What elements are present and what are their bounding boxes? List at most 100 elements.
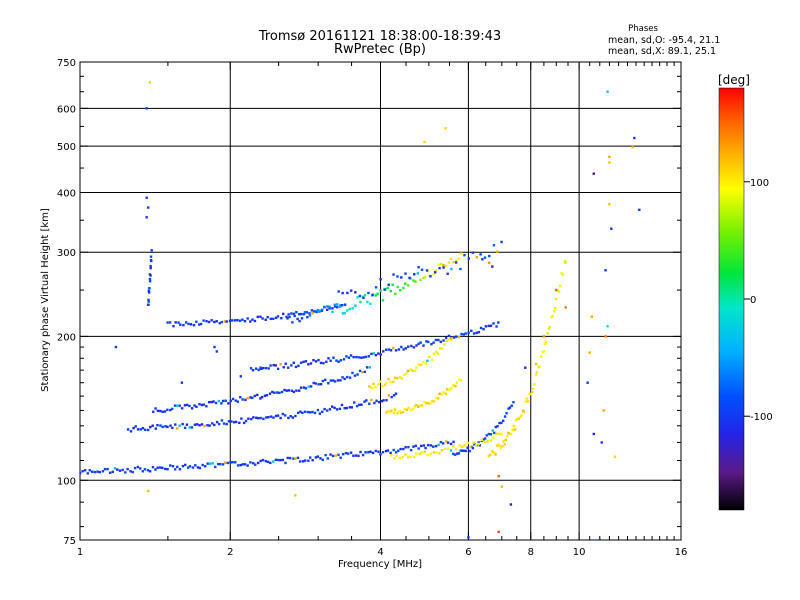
echo-point xyxy=(294,414,297,418)
echo-point xyxy=(491,429,494,432)
echo-point xyxy=(256,393,259,397)
echo-point xyxy=(460,332,463,336)
echo-point xyxy=(404,272,407,275)
echo-point xyxy=(233,319,237,322)
echo-point xyxy=(219,462,222,466)
echo-point xyxy=(339,456,342,459)
echo-point xyxy=(276,414,280,417)
echo-point xyxy=(387,283,390,286)
echo-point xyxy=(166,321,169,324)
echo-point xyxy=(548,325,551,329)
echo-point xyxy=(489,324,493,327)
echo-point xyxy=(145,196,148,199)
echo-point xyxy=(149,259,153,262)
echo-point xyxy=(298,319,301,323)
echo-point xyxy=(174,468,177,471)
echo-point xyxy=(285,315,288,319)
echo-point xyxy=(266,315,269,319)
echo-point xyxy=(223,320,226,323)
echo-point xyxy=(604,335,607,338)
echo-point xyxy=(394,392,398,395)
echo-point xyxy=(602,409,605,412)
echo-point xyxy=(264,459,268,463)
echo-point xyxy=(288,315,291,319)
echo-point xyxy=(531,391,534,394)
echo-point xyxy=(404,347,407,350)
echo-point xyxy=(332,356,335,359)
echo-point xyxy=(496,250,499,253)
echo-point xyxy=(535,371,538,374)
echo-point xyxy=(124,471,127,474)
echo-point xyxy=(502,419,505,422)
echo-point xyxy=(360,403,363,406)
echo-point xyxy=(466,446,469,449)
echo-point xyxy=(230,420,233,423)
echo-point xyxy=(407,445,410,449)
echo-point xyxy=(461,449,464,452)
echo-point xyxy=(292,312,296,316)
echo-point xyxy=(474,444,478,447)
phases-mean-x: mean, sd,X: 89.1, 25.1 xyxy=(608,46,716,57)
echo-point xyxy=(346,375,349,379)
echo-point xyxy=(343,406,346,410)
echo-point xyxy=(296,411,300,415)
echo-point xyxy=(444,392,448,396)
echo-point xyxy=(469,445,472,448)
echo-point xyxy=(328,307,331,310)
echo-point xyxy=(403,408,406,411)
echo-point xyxy=(302,312,306,316)
echo-point xyxy=(441,347,444,350)
echo-point xyxy=(198,424,201,427)
echo-point xyxy=(319,382,323,386)
echo-point xyxy=(389,289,393,293)
echo-point xyxy=(445,339,449,342)
echo-point xyxy=(556,289,559,292)
echo-point xyxy=(399,289,402,292)
echo-point xyxy=(215,350,219,353)
echo-point xyxy=(487,324,490,328)
echo-point xyxy=(590,315,593,318)
echo-point xyxy=(134,425,137,428)
echo-point xyxy=(187,322,190,326)
echo-point xyxy=(324,453,327,457)
echo-point xyxy=(188,404,191,408)
echo-point xyxy=(287,416,290,420)
colorbar-tick-label: 0 xyxy=(750,295,756,306)
echo-point xyxy=(256,416,260,420)
echo-point xyxy=(227,402,230,405)
echo-point xyxy=(526,400,530,403)
echo-point xyxy=(221,463,225,466)
echo-point xyxy=(291,416,294,419)
echo-point xyxy=(321,379,325,383)
echo-point xyxy=(301,460,305,463)
echo-point xyxy=(449,257,453,261)
echo-point xyxy=(156,409,160,413)
echo-point xyxy=(500,485,504,488)
echo-point xyxy=(202,319,205,322)
echo-point xyxy=(178,404,181,407)
echo-point xyxy=(341,312,345,315)
echo-point xyxy=(427,443,430,447)
echo-point xyxy=(311,458,314,462)
echo-point xyxy=(206,424,209,427)
echo-point xyxy=(148,280,152,283)
echo-point xyxy=(217,422,221,426)
y-tick-label: 200 xyxy=(57,332,76,343)
echo-point xyxy=(365,366,369,369)
echo-point xyxy=(481,258,484,261)
echo-point xyxy=(381,451,385,454)
echo-point xyxy=(386,286,389,290)
echo-point xyxy=(394,451,398,454)
echo-point xyxy=(414,280,417,283)
echo-point xyxy=(175,404,179,407)
echo-point xyxy=(544,340,548,344)
echo-point xyxy=(417,342,420,345)
echo-point xyxy=(144,428,147,432)
echo-point xyxy=(363,400,366,403)
echo-point xyxy=(241,398,244,401)
echo-point xyxy=(96,470,99,473)
echo-point xyxy=(301,411,304,415)
echo-point xyxy=(183,426,187,430)
echo-point xyxy=(101,470,105,473)
echo-point xyxy=(497,443,500,446)
